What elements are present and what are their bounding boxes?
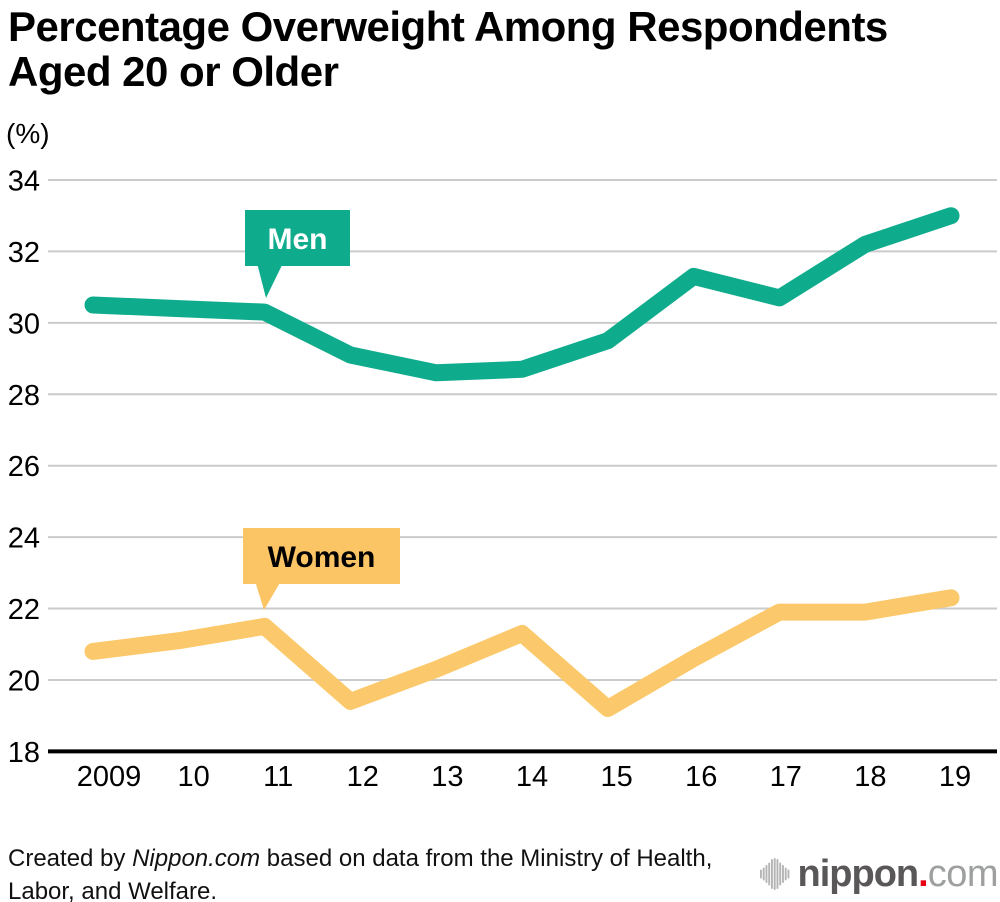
waveform-bar bbox=[781, 865, 784, 883]
y-tick-label: 32 bbox=[8, 237, 40, 269]
x-tick-label: 18 bbox=[854, 761, 886, 793]
waveform-bar bbox=[770, 859, 773, 889]
waveform-bar bbox=[759, 869, 762, 879]
nippon-logo-text: nippon.com bbox=[797, 850, 999, 898]
y-tick-label: 34 bbox=[8, 166, 40, 198]
credit-source: Nippon.com bbox=[132, 845, 261, 872]
series-label: Men bbox=[268, 223, 328, 256]
waveform-bar bbox=[773, 858, 776, 890]
x-tick-label: 12 bbox=[347, 761, 379, 793]
women-line bbox=[84, 589, 960, 717]
waveform-bar bbox=[765, 865, 767, 883]
y-tick-label: 18 bbox=[8, 737, 40, 769]
chart-title: Percentage Overweight Among Respondents … bbox=[8, 3, 888, 95]
y-tick-label: 26 bbox=[8, 451, 40, 483]
logo-dot: . bbox=[918, 853, 929, 895]
waveform-bar bbox=[776, 859, 778, 889]
women-label-bubble: Women bbox=[243, 528, 400, 610]
y-tick-label: 20 bbox=[8, 665, 40, 697]
credit-suffix: based on data from the Ministry of Healt… bbox=[8, 845, 713, 902]
waveform-bar bbox=[762, 867, 765, 881]
men-label-bubble: Men bbox=[245, 210, 350, 298]
y-tick-label: 22 bbox=[8, 594, 40, 626]
bubble-rect bbox=[243, 528, 400, 584]
y-axis-unit-label: (%) bbox=[6, 118, 50, 149]
x-tick-label: 2009 bbox=[77, 761, 142, 793]
nippon-logo: nippon.com bbox=[759, 850, 999, 898]
x-tick-label: 15 bbox=[600, 761, 632, 793]
waveform-bar bbox=[784, 867, 787, 881]
credit-prefix: Created by bbox=[8, 845, 133, 872]
y-tick-label: 24 bbox=[8, 523, 40, 555]
x-tick-label: 19 bbox=[939, 761, 971, 793]
credit-text: Created by Nippon.com based on data from… bbox=[8, 842, 778, 902]
series-label: Women bbox=[268, 541, 376, 574]
y-tick-label: 30 bbox=[8, 308, 40, 340]
nippon-logo-waveform-icon bbox=[759, 858, 789, 890]
x-tick-label: 16 bbox=[685, 761, 717, 793]
x-tick-label: 14 bbox=[516, 761, 548, 793]
bubble-tail-icon bbox=[257, 263, 283, 298]
waveform-bar bbox=[767, 862, 770, 886]
bubble-rect bbox=[245, 210, 350, 266]
x-tick-label: 11 bbox=[263, 761, 293, 793]
waveform-bar bbox=[778, 862, 781, 886]
men-line bbox=[84, 207, 960, 382]
logo-name-light: com bbox=[927, 853, 999, 895]
bubble-tail-icon bbox=[255, 581, 281, 610]
x-tick-label: 17 bbox=[770, 761, 802, 793]
logo-name-bold: nippon bbox=[797, 853, 920, 895]
waveform-bar bbox=[787, 869, 789, 879]
x-tick-label: 10 bbox=[177, 761, 209, 793]
y-tick-label: 28 bbox=[8, 380, 40, 412]
x-tick-label: 13 bbox=[431, 761, 463, 793]
